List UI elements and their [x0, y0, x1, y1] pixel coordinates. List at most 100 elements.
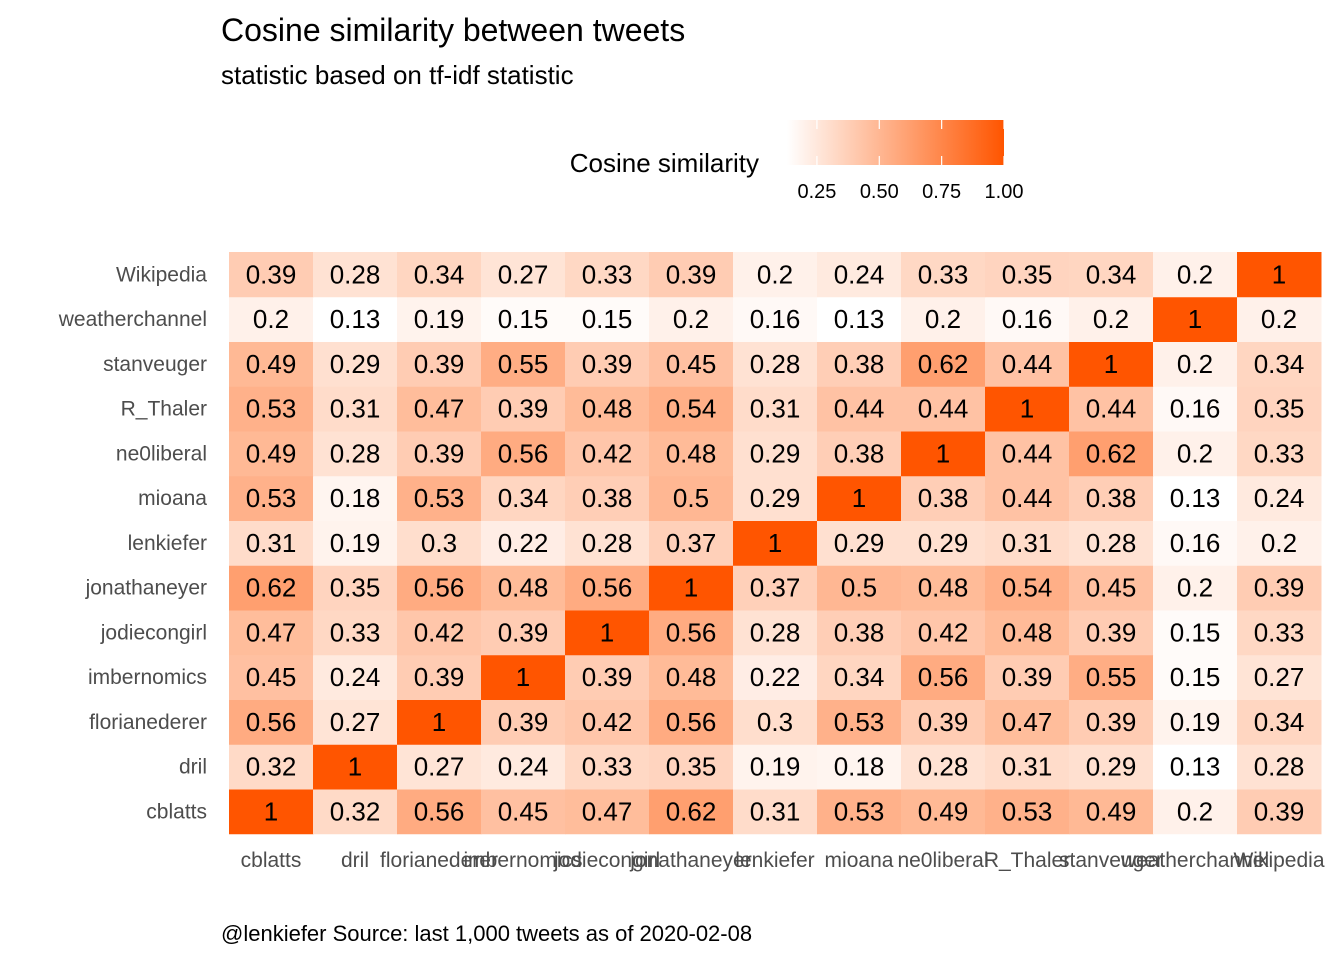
cell-value-label: 0.22: [498, 528, 549, 558]
heatmap-cell: [1069, 610, 1154, 656]
heatmap-cell: [901, 699, 986, 745]
cell-value-label: 0.13: [834, 304, 885, 334]
cell-value-label: 0.2: [1177, 796, 1213, 826]
cell-value-label: 0.42: [414, 617, 465, 647]
heatmap-cell: [565, 475, 650, 521]
cell-value-label: 0.44: [1002, 483, 1053, 513]
cell-value-label: 0.44: [1086, 394, 1137, 424]
heatmap-cell: [313, 475, 398, 521]
cell-value-label: 0.47: [582, 796, 633, 826]
heatmap-cell: [1237, 789, 1322, 835]
heatmap-cell: [565, 520, 650, 566]
cell-value-label: 0.5: [841, 573, 877, 603]
cell-value-label: 0.16: [750, 304, 801, 334]
cell-value-label: 0.39: [918, 707, 969, 737]
cell-value-label: 0.53: [834, 796, 885, 826]
y-tick-label: lenkiefer: [128, 532, 207, 555]
cell-value-label: 0.47: [1002, 707, 1053, 737]
cell-value-label: 0.49: [1086, 796, 1137, 826]
heatmap-cell: [565, 699, 650, 745]
heatmap-cell: [1069, 744, 1154, 790]
heatmap-cell: [229, 341, 314, 387]
x-tick-label: florianederer: [380, 849, 498, 872]
cell-value-label: 0.48: [666, 662, 717, 692]
x-axis-ticks: cblatts dril florianedererimbernomicsjodie…: [241, 849, 1325, 872]
heatmap-cell: [1153, 565, 1238, 611]
heatmap-cell: [397, 386, 482, 432]
cell-value-label: 0.38: [834, 438, 885, 468]
heatmap-cell: [733, 386, 818, 432]
cell-value-label: 0.33: [330, 617, 381, 647]
heatmap-cell: [397, 610, 482, 656]
cell-value-label: 0.48: [1002, 617, 1053, 647]
heatmap-cell: [1153, 341, 1238, 387]
cell-value-label: 0.54: [1002, 573, 1053, 603]
y-tick-label: dril: [179, 756, 207, 779]
heatmap-cell: [985, 431, 1070, 477]
x-tick-label: cblatts: [241, 849, 302, 872]
heatmap-cell: [733, 610, 818, 656]
heatmap-cell: [565, 341, 650, 387]
heatmap-cell: [649, 341, 734, 387]
heatmap-cell: [1153, 475, 1238, 521]
heatmap-cell: [313, 520, 398, 566]
heatmap-cell: [985, 520, 1070, 566]
cell-value-label: 0.38: [918, 483, 969, 513]
legend-title: Cosine similarity: [570, 148, 759, 178]
cell-value-label: 0.53: [1002, 796, 1053, 826]
heatmap-cell: [1069, 252, 1154, 298]
heatmap-cell: [565, 386, 650, 432]
heatmap-cell: [313, 610, 398, 656]
heatmap-cell: [397, 475, 482, 521]
cell-value-label: 0.56: [498, 438, 549, 468]
cell-value-label: 0.24: [834, 259, 885, 289]
heatmap-cell: [481, 475, 566, 521]
cell-value-label: 0.47: [246, 617, 297, 647]
cell-value-label: 0.35: [330, 573, 381, 603]
cell-value-label: 0.38: [1086, 483, 1137, 513]
heatmap-cell: [481, 699, 566, 745]
heatmap-cell: [1237, 520, 1322, 566]
heatmap-cell: [985, 654, 1070, 700]
cell-value-label: 0.53: [246, 483, 297, 513]
cell-value-label: 0.15: [1170, 662, 1221, 692]
cell-value-label: 0.33: [1254, 617, 1305, 647]
cell-value-label: 0.33: [582, 752, 633, 782]
heatmap-cell: [1069, 341, 1154, 387]
heatmap-cell: [649, 386, 734, 432]
cell-value-label: 0.28: [330, 259, 381, 289]
cell-value-label: 0.39: [1086, 707, 1137, 737]
cell-value-label: 0.31: [330, 394, 381, 424]
cell-value-label: 0.31: [246, 528, 297, 558]
cell-value-label: 0.29: [750, 483, 801, 513]
heatmap-cell: [817, 520, 902, 566]
heatmap-cell: [733, 699, 818, 745]
cell-value-label: 0.37: [666, 528, 717, 558]
heatmap-cell: [1153, 789, 1238, 835]
heatmap-cell: [481, 520, 566, 566]
cell-value-label: 1: [516, 662, 530, 692]
cell-value-label: 0.18: [330, 483, 381, 513]
heatmap-cell: [733, 431, 818, 477]
cell-value-label: 0.34: [498, 483, 549, 513]
cell-value-label: 0.56: [918, 662, 969, 692]
heatmap-cell: [733, 744, 818, 790]
cell-value-label: 0.38: [582, 483, 633, 513]
cell-value-label: 0.2: [1177, 438, 1213, 468]
cell-value-label: 0.32: [330, 796, 381, 826]
heatmap-cell: [313, 744, 398, 790]
x-tick-label: lenkiefer: [735, 849, 814, 872]
heatmap-cell: [481, 610, 566, 656]
cell-value-label: 0.45: [246, 662, 297, 692]
cell-value-label: 0.28: [1086, 528, 1137, 558]
heatmap-cell: [733, 789, 818, 835]
cell-value-label: 0.19: [330, 528, 381, 558]
cell-value-label: 0.13: [330, 304, 381, 334]
cell-value-label: 0.49: [246, 349, 297, 379]
cell-value-label: 0.2: [925, 304, 961, 334]
cell-value-label: 0.34: [834, 662, 885, 692]
heatmap-cell: [1153, 520, 1238, 566]
cell-value-label: 1: [852, 483, 866, 513]
heatmap-cell: [313, 789, 398, 835]
